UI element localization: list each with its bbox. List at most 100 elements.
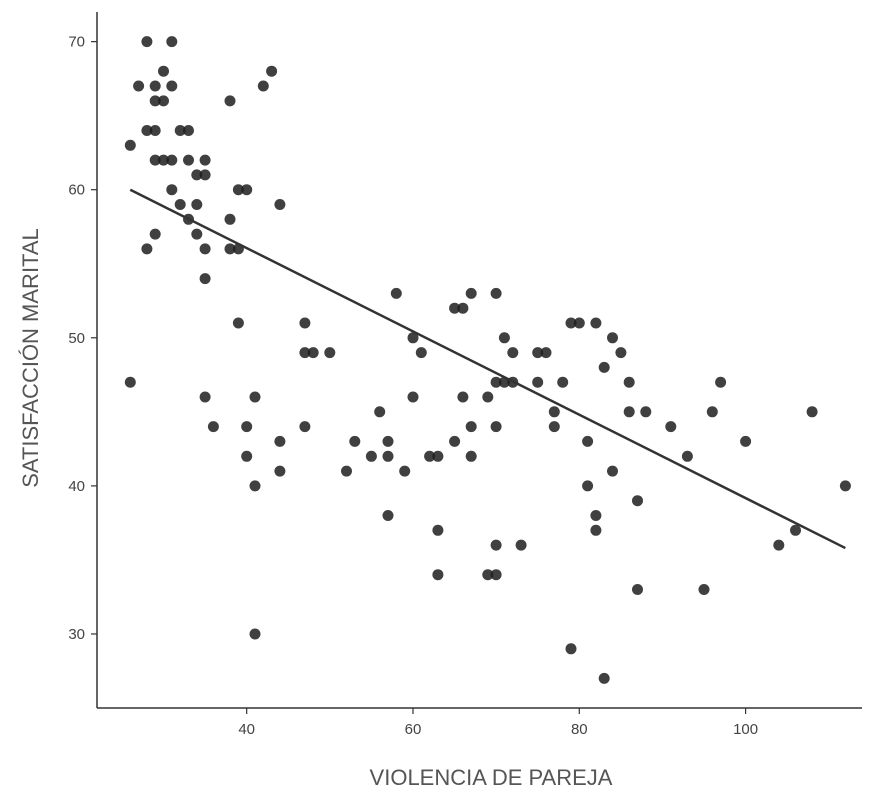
trend-layer [129, 188, 846, 550]
data-point [607, 332, 618, 344]
y-tick-label: 60 [68, 182, 85, 199]
data-point [266, 65, 278, 77]
data-point [199, 391, 211, 403]
data-point [158, 65, 169, 77]
data-point [607, 465, 618, 477]
data-point [457, 391, 469, 403]
data-point [465, 287, 477, 299]
data-point [449, 435, 461, 447]
data-point [432, 524, 444, 536]
data-point [149, 154, 161, 166]
data-point [565, 643, 577, 655]
data-point [382, 435, 394, 447]
data-point [740, 435, 752, 447]
data-point [341, 465, 352, 477]
data-point [191, 228, 203, 240]
data-point [407, 391, 419, 403]
data-point [548, 421, 560, 433]
data-point [133, 80, 145, 92]
data-point [274, 435, 286, 447]
data-point [365, 450, 377, 462]
data-point [149, 125, 161, 136]
data-point [249, 480, 261, 492]
trend-line [129, 188, 846, 550]
data-point [141, 36, 153, 48]
data-point [482, 391, 494, 403]
data-point [124, 376, 136, 388]
data-point [199, 273, 211, 285]
data-point [158, 154, 169, 166]
data-point [191, 199, 203, 210]
data-point [199, 169, 211, 181]
data-point [490, 376, 502, 388]
data-point [839, 480, 851, 492]
data-point [598, 672, 610, 684]
data-point [199, 243, 211, 255]
data-point [232, 317, 244, 329]
data-point [149, 80, 161, 92]
data-point [715, 376, 727, 388]
data-point [590, 524, 602, 536]
data-point [573, 317, 585, 329]
data-point [498, 332, 510, 344]
data-point [407, 332, 419, 344]
x-tick-label: 60 [405, 721, 422, 738]
data-point [532, 376, 544, 388]
data-point [149, 95, 161, 107]
data-point [773, 539, 785, 551]
data-point [681, 450, 693, 462]
data-point [207, 421, 219, 433]
data-point [166, 154, 178, 166]
data-point [490, 569, 502, 581]
data-point [199, 154, 211, 166]
data-point [241, 450, 253, 462]
y-tick-label: 70 [68, 34, 85, 51]
data-point [224, 243, 236, 255]
data-point [382, 510, 394, 521]
data-point [158, 95, 169, 107]
data-point [457, 302, 469, 314]
data-point [623, 406, 635, 418]
data-point [257, 80, 269, 92]
data-point [399, 465, 411, 477]
data-point [349, 435, 361, 447]
data-point [374, 406, 386, 418]
data-point [615, 347, 627, 359]
data-point [415, 347, 427, 359]
data-point [665, 421, 677, 433]
data-point [482, 569, 494, 581]
data-point [465, 421, 477, 433]
data-point [790, 524, 801, 536]
data-point [307, 347, 319, 359]
data-point [490, 287, 502, 299]
data-point [640, 406, 652, 418]
data-point [224, 95, 236, 107]
y-tick-label: 30 [68, 626, 85, 643]
data-point [507, 347, 519, 359]
data-point [249, 628, 261, 640]
data-point [490, 539, 502, 551]
data-point [224, 213, 236, 225]
data-point [274, 465, 286, 477]
data-point [598, 361, 610, 373]
data-point [183, 154, 194, 166]
data-point [174, 125, 186, 136]
y-tick-label: 50 [68, 330, 85, 347]
data-point [382, 450, 394, 462]
x-tick-label: 100 [733, 721, 758, 738]
data-point [241, 421, 253, 433]
data-point [515, 539, 527, 551]
data-point [548, 406, 560, 418]
data-point [299, 421, 311, 433]
data-point [465, 450, 477, 462]
data-point [565, 317, 577, 329]
data-point [532, 347, 544, 359]
y-axis-title: SATISFACCIÓN MARITAL [18, 228, 43, 488]
data-point [141, 125, 153, 136]
data-point [183, 125, 194, 136]
data-point [449, 302, 461, 314]
data-point [698, 584, 710, 595]
data-point [166, 184, 178, 196]
data-point [166, 80, 178, 92]
